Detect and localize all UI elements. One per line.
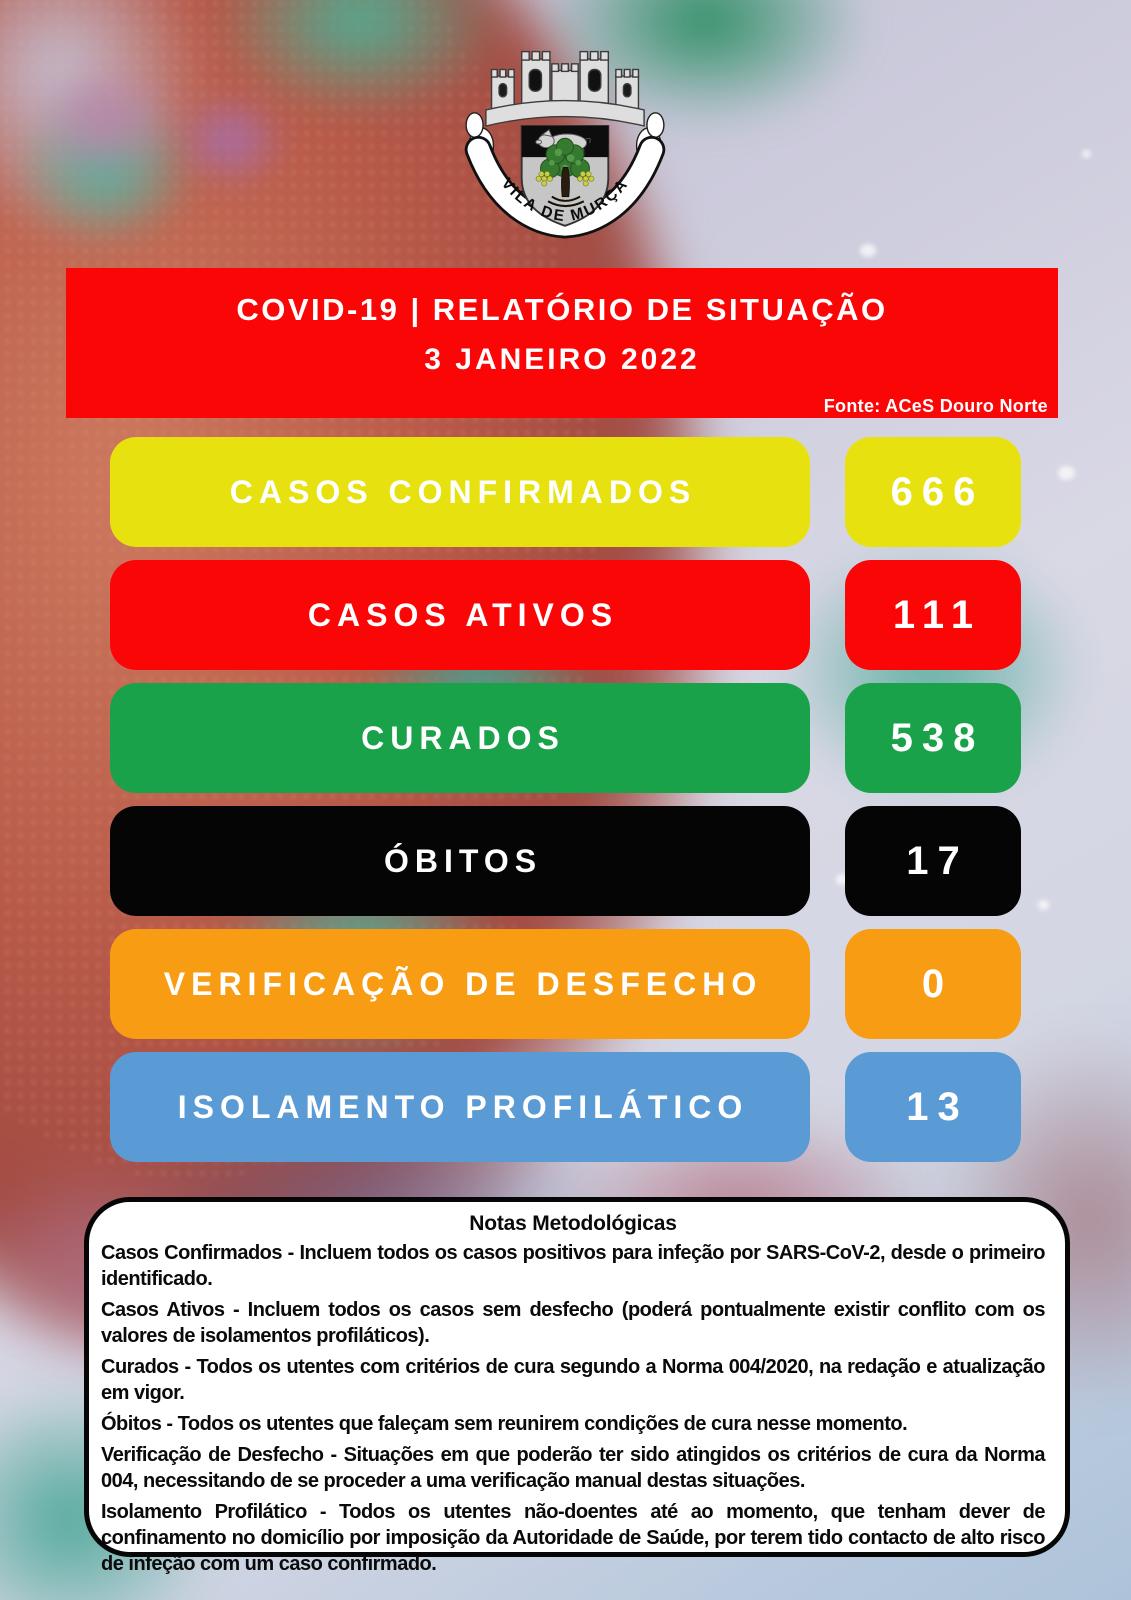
note-term: Verificação de Desfecho bbox=[101, 1444, 324, 1466]
note-item: Verificação de Desfecho - Situações em q… bbox=[101, 1442, 1046, 1494]
note-item: Casos Ativos - Incluem todos os casos se… bbox=[101, 1297, 1046, 1349]
mural-crown-icon bbox=[485, 50, 645, 127]
note-item: Curados - Todos os utentes com critérios… bbox=[101, 1354, 1046, 1406]
note-definition: - Situações em que poderão ter sido atin… bbox=[101, 1444, 1046, 1492]
background-blob bbox=[170, 90, 290, 190]
note-definition: - Incluem todos os casos sem desfecho (p… bbox=[101, 1299, 1046, 1347]
stat-value: 666 bbox=[845, 437, 1021, 547]
note-term: Casos Confirmados bbox=[101, 1242, 283, 1264]
stat-label: CASOS CONFIRMADOS bbox=[110, 437, 810, 547]
stat-row-verificacao-de-desfecho: VERIFICAÇÃO DE DESFECHO 0 bbox=[0, 929, 1131, 1039]
stat-value: 17 bbox=[845, 806, 1021, 916]
report-date: 3 JANEIRO 2022 bbox=[424, 343, 700, 376]
tree-icon bbox=[535, 137, 595, 208]
municipal-crest: VILA DE MURÇA bbox=[464, 50, 666, 239]
bokeh-dot bbox=[1082, 150, 1091, 158]
stat-label: CURADOS bbox=[110, 683, 810, 793]
notes-title: Notas Metodológicas bbox=[469, 1212, 677, 1235]
note-item: Isolamento Profilático - Todos os utente… bbox=[101, 1499, 1046, 1577]
note-definition: - Todos os utentes que faleçam sem reuni… bbox=[161, 1413, 908, 1435]
stat-value: 538 bbox=[845, 683, 1021, 793]
report-title: COVID-19 | RELATÓRIO DE SITUAÇÃO bbox=[236, 292, 888, 327]
stat-row-isolamento-profilatico: ISOLAMENTO PROFILÁTICO 13 bbox=[0, 1052, 1131, 1162]
methodological-notes: Notas Metodológicas Casos Confirmados - … bbox=[84, 1197, 1070, 1575]
stat-row-casos-confirmados: CASOS CONFIRMADOS 666 bbox=[0, 437, 1131, 547]
stat-label: ÓBITOS bbox=[110, 806, 810, 916]
note-item: Óbitos - Todos os utentes que faleçam se… bbox=[101, 1411, 1045, 1437]
note-definition: - Todos os utentes não-doentes até ao mo… bbox=[101, 1501, 1046, 1575]
bokeh-dot bbox=[860, 244, 876, 257]
bokeh-dot bbox=[1058, 466, 1075, 480]
stat-row-curados: CURADOS 538 bbox=[0, 683, 1131, 793]
note-item: Casos Confirmados - Incluem todos os cas… bbox=[101, 1240, 1046, 1292]
grapes-icon bbox=[535, 171, 595, 187]
report-banner: COVID-19 | RELATÓRIO DE SITUAÇÃO 3 JANEI… bbox=[66, 268, 1058, 418]
shield-icon bbox=[520, 125, 610, 227]
note-term: Casos Ativos bbox=[101, 1299, 225, 1321]
stat-label: ISOLAMENTO PROFILÁTICO bbox=[110, 1052, 810, 1162]
note-definition: - Todos os utentes com critérios de cura… bbox=[101, 1356, 1046, 1404]
stat-row-obitos: ÓBITOS 17 bbox=[0, 806, 1131, 916]
bokeh-dot bbox=[1038, 900, 1049, 910]
bokeh-dot bbox=[836, 874, 849, 885]
stat-value: 111 bbox=[845, 560, 1021, 670]
stat-value: 13 bbox=[845, 1052, 1021, 1162]
stat-row-casos-ativos: CASOS ATIVOS 111 bbox=[0, 560, 1131, 670]
report-source: Fonte: ACeS Douro Norte bbox=[823, 396, 1048, 416]
background-blob bbox=[30, 60, 180, 180]
stat-label: VERIFICAÇÃO DE DESFECHO bbox=[110, 929, 810, 1039]
note-definition: - Incluem todos os casos positivos para … bbox=[101, 1242, 1046, 1290]
note-term: Isolamento Profilático bbox=[101, 1501, 307, 1523]
stat-label: CASOS ATIVOS bbox=[110, 560, 810, 670]
note-term: Óbitos bbox=[101, 1413, 162, 1435]
note-term: Curados bbox=[101, 1356, 179, 1378]
stat-value: 0 bbox=[845, 929, 1021, 1039]
